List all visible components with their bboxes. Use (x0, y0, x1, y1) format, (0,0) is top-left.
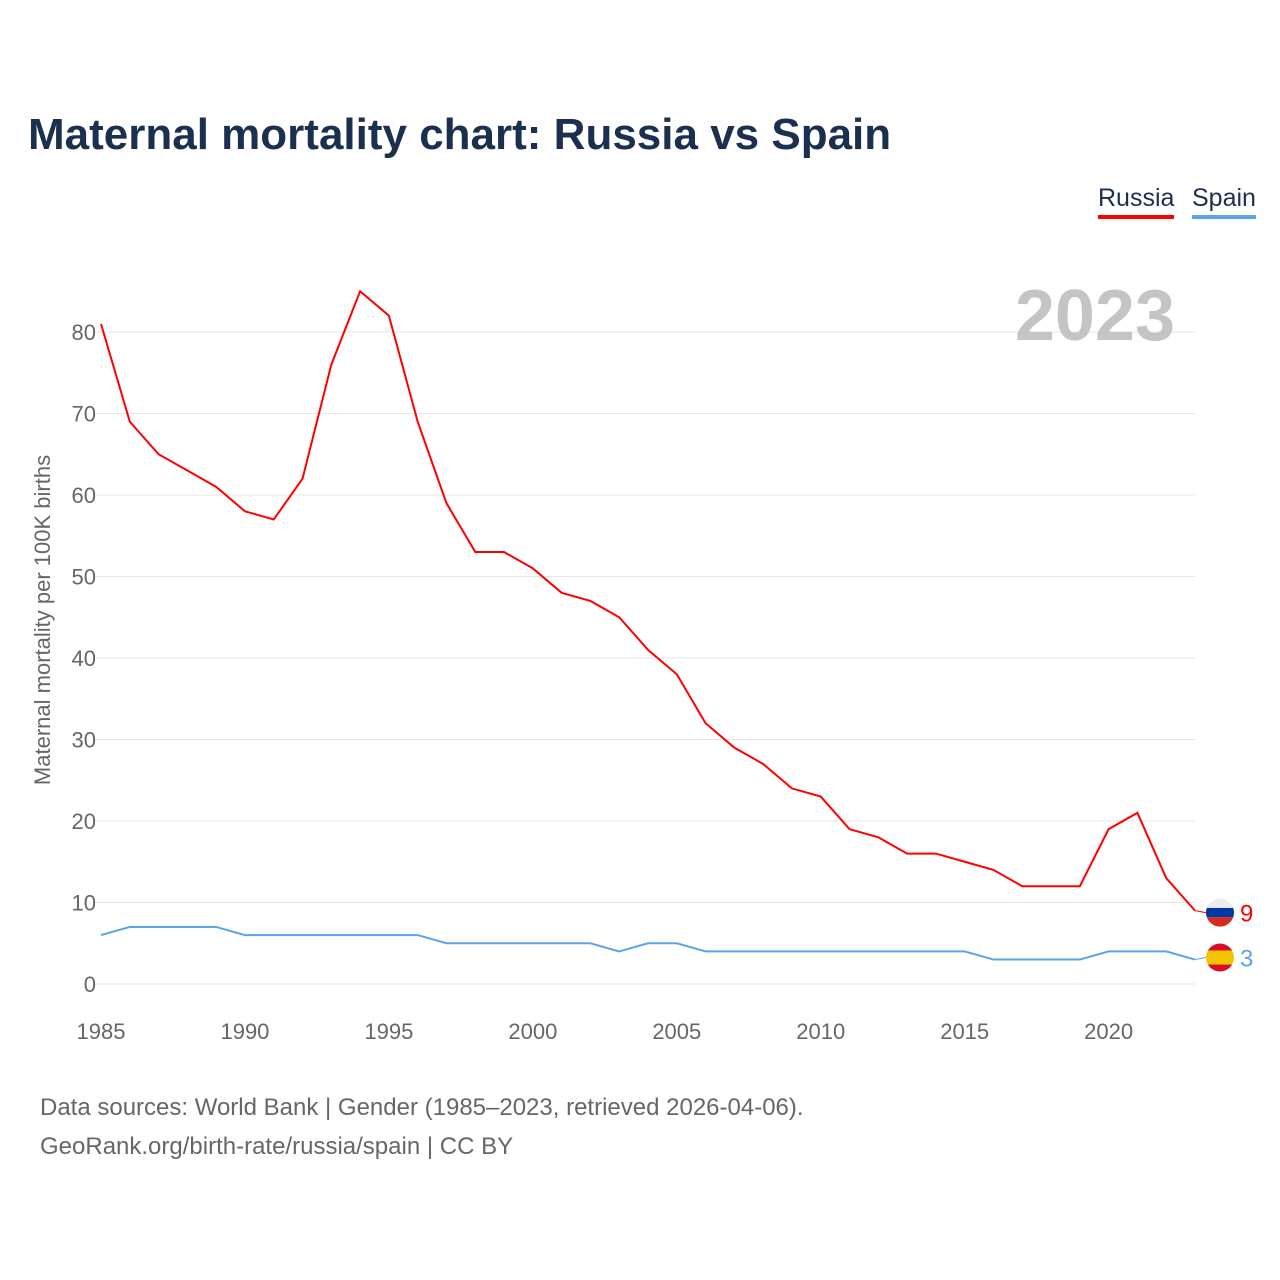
end-connector (1194, 957, 1207, 961)
source-line-2[interactable]: GeoRank.org/birth-rate/russia/spain | CC… (40, 1133, 514, 1160)
y-tick-label: 50 (72, 565, 96, 590)
flag-russia-icon (1206, 898, 1234, 927)
series-line-spain (100, 925, 1196, 961)
x-tick-label: 2010 (796, 1019, 845, 1044)
y-tick-label: 10 (72, 891, 96, 916)
end-connector (1194, 910, 1207, 914)
legend-spain[interactable]: Spain (1192, 184, 1256, 219)
y-tick-label: 80 (72, 320, 96, 345)
x-tick-label: 2005 (652, 1019, 701, 1044)
y-tick-label: 20 (72, 809, 96, 834)
flag-spain-icon (1206, 943, 1234, 972)
legend-russia[interactable]: Russia (1098, 184, 1175, 219)
x-tick-label: 1985 (77, 1019, 126, 1044)
x-tick-label: 2020 (1084, 1019, 1133, 1044)
x-tick-label: 1995 (364, 1019, 413, 1044)
x-tick-label: 2015 (940, 1019, 989, 1044)
chart-title: Maternal mortality chart: Russia vs Spai… (28, 110, 892, 159)
y-tick-label: 60 (72, 483, 96, 508)
source-line-1: Data sources: World Bank | Gender (1985–… (40, 1094, 804, 1121)
end-value-label: 9 (1240, 901, 1253, 928)
source-note: Data sources: World Bank | Gender (1985–… (40, 1088, 804, 1166)
year-label: 2023 (1015, 276, 1175, 356)
series-line-russia (100, 289, 1196, 912)
x-tick-label: 1990 (220, 1019, 269, 1044)
y-axis-label: Maternal mortality per 100K births (30, 455, 55, 785)
y-tick-label: 70 (72, 402, 96, 427)
y-tick-label: 40 (72, 646, 96, 671)
x-tick-label: 2000 (508, 1019, 557, 1044)
y-tick-label: 30 (72, 728, 96, 753)
end-value-label: 3 (1240, 946, 1253, 973)
y-tick-label: 0 (84, 972, 96, 997)
